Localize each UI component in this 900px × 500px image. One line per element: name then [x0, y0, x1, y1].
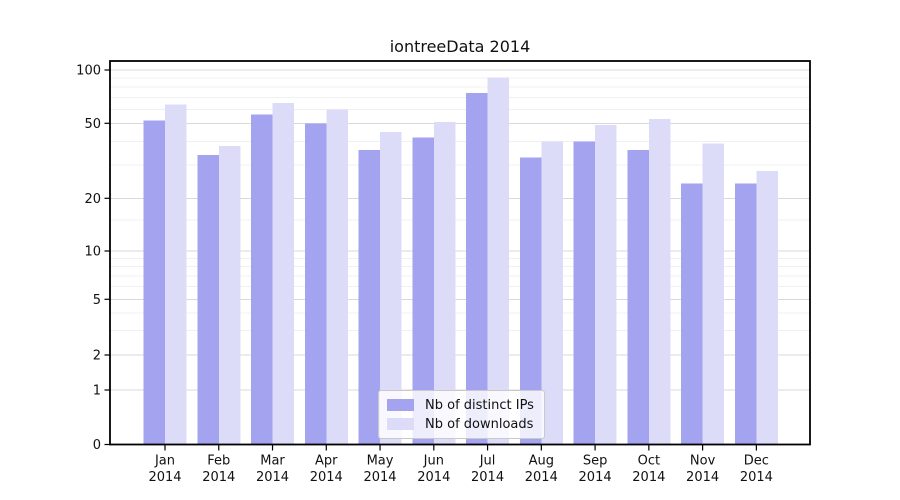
y-tick-label-50: 50 — [84, 117, 101, 132]
y-axis: 0 1 2 5 10 20 50 100 — [76, 64, 110, 453]
bar-nb-of-downloads-sep-2014 — [595, 124, 617, 445]
bar-nb-of-downloads-jul-2014 — [487, 77, 510, 445]
x-tick-label-year-jun: 2014 — [417, 470, 450, 485]
x-tick-label-mar: Mar — [260, 454, 285, 469]
x-tick-label-year-mar: 2014 — [256, 470, 289, 485]
bar-nb-of-distinct-ips-nov-2014 — [681, 183, 703, 445]
x-tick-label-oct: Oct — [638, 454, 660, 469]
bar-nb-of-distinct-ips-jun-2014 — [412, 137, 434, 445]
x-tick-label-year-dec: 2014 — [740, 470, 773, 485]
x-tick-label-year-jul: 2014 — [471, 470, 504, 485]
x-tick-label-year-may: 2014 — [363, 470, 396, 485]
bar-nb-of-downloads-aug-2014 — [541, 141, 563, 445]
bar-nb-of-distinct-ips-dec-2014 — [734, 183, 757, 445]
x-tick-label-year-nov: 2014 — [686, 470, 719, 485]
bar-nb-of-downloads-jun-2014 — [433, 121, 456, 445]
bar-nb-of-distinct-ips-feb-2014 — [197, 154, 219, 445]
bar-nb-of-downloads-feb-2014 — [218, 145, 241, 445]
x-tick-label-feb: Feb — [207, 454, 230, 469]
bar-nb-of-downloads-nov-2014 — [702, 143, 725, 445]
bar-nb-of-distinct-ips-jul-2014 — [466, 93, 488, 445]
bar-nb-of-downloads-oct-2014 — [648, 118, 671, 445]
bar-nb-of-distinct-ips-oct-2014 — [627, 150, 649, 445]
x-axis: Jan2014Feb2014Mar2014Apr2014May2014Jun20… — [148, 444, 773, 485]
x-tick-label-nov: Nov — [690, 454, 716, 469]
bar-nb-of-downloads-mar-2014 — [272, 103, 295, 445]
bar-nb-of-downloads-apr-2014 — [326, 109, 348, 445]
bar-nb-of-distinct-ips-jan-2014 — [143, 120, 165, 445]
y-tick-label-100: 100 — [76, 64, 101, 79]
x-tick-label-year-jan: 2014 — [148, 470, 181, 485]
x-tick-label-sep: Sep — [583, 454, 608, 469]
x-tick-label-dec: Dec — [744, 454, 769, 469]
y-tick-label-20: 20 — [84, 192, 101, 207]
y-tick-label-1: 1 — [93, 384, 101, 399]
plot-frame — [109, 60, 811, 446]
x-tick-label-year-aug: 2014 — [525, 470, 558, 485]
x-tick-label-jan: Jan — [154, 454, 175, 469]
x-tick-label-year-oct: 2014 — [632, 470, 665, 485]
legend: Nb of distinct IPs Nb of downloads — [378, 390, 545, 439]
bar-nb-of-downloads-dec-2014 — [756, 170, 778, 445]
bar-nb-of-downloads-may-2014 — [380, 131, 402, 445]
bar-nb-of-distinct-ips-may-2014 — [358, 150, 381, 445]
legend-swatch-distinct-ips — [387, 399, 414, 411]
bar-nb-of-distinct-ips-mar-2014 — [251, 114, 273, 445]
y-tick-label-2: 2 — [93, 349, 101, 364]
x-tick-label-year-feb: 2014 — [202, 470, 235, 485]
x-tick-label-year-sep: 2014 — [579, 470, 612, 485]
bar-nb-of-downloads-jan-2014 — [165, 104, 187, 445]
x-tick-label-may: May — [367, 454, 394, 469]
x-tick-label-year-apr: 2014 — [310, 470, 343, 485]
legend-label-downloads: Nb of downloads — [425, 416, 534, 432]
x-tick-label-aug: Aug — [529, 454, 554, 469]
legend-label-distinct-ips: Nb of distinct IPs — [425, 397, 534, 413]
y-tick-label-10: 10 — [84, 245, 101, 260]
legend-item-distinct-ips: Nb of distinct IPs — [387, 398, 536, 413]
legend-item-downloads: Nb of downloads — [387, 417, 536, 432]
bar-nb-of-distinct-ips-aug-2014 — [519, 157, 542, 445]
y-tick-label-5: 5 — [93, 293, 101, 308]
x-tick-label-apr: Apr — [315, 454, 338, 469]
legend-swatch-downloads — [387, 418, 414, 430]
bars — [143, 77, 778, 445]
bar-nb-of-distinct-ips-sep-2014 — [573, 141, 596, 445]
x-tick-label-jul: Jul — [479, 454, 496, 469]
bar-nb-of-distinct-ips-apr-2014 — [304, 123, 327, 445]
x-tick-label-jun: Jun — [423, 454, 444, 469]
chart-title: iontreeData 2014 — [389, 37, 531, 56]
y-tick-label-0: 0 — [93, 438, 101, 453]
